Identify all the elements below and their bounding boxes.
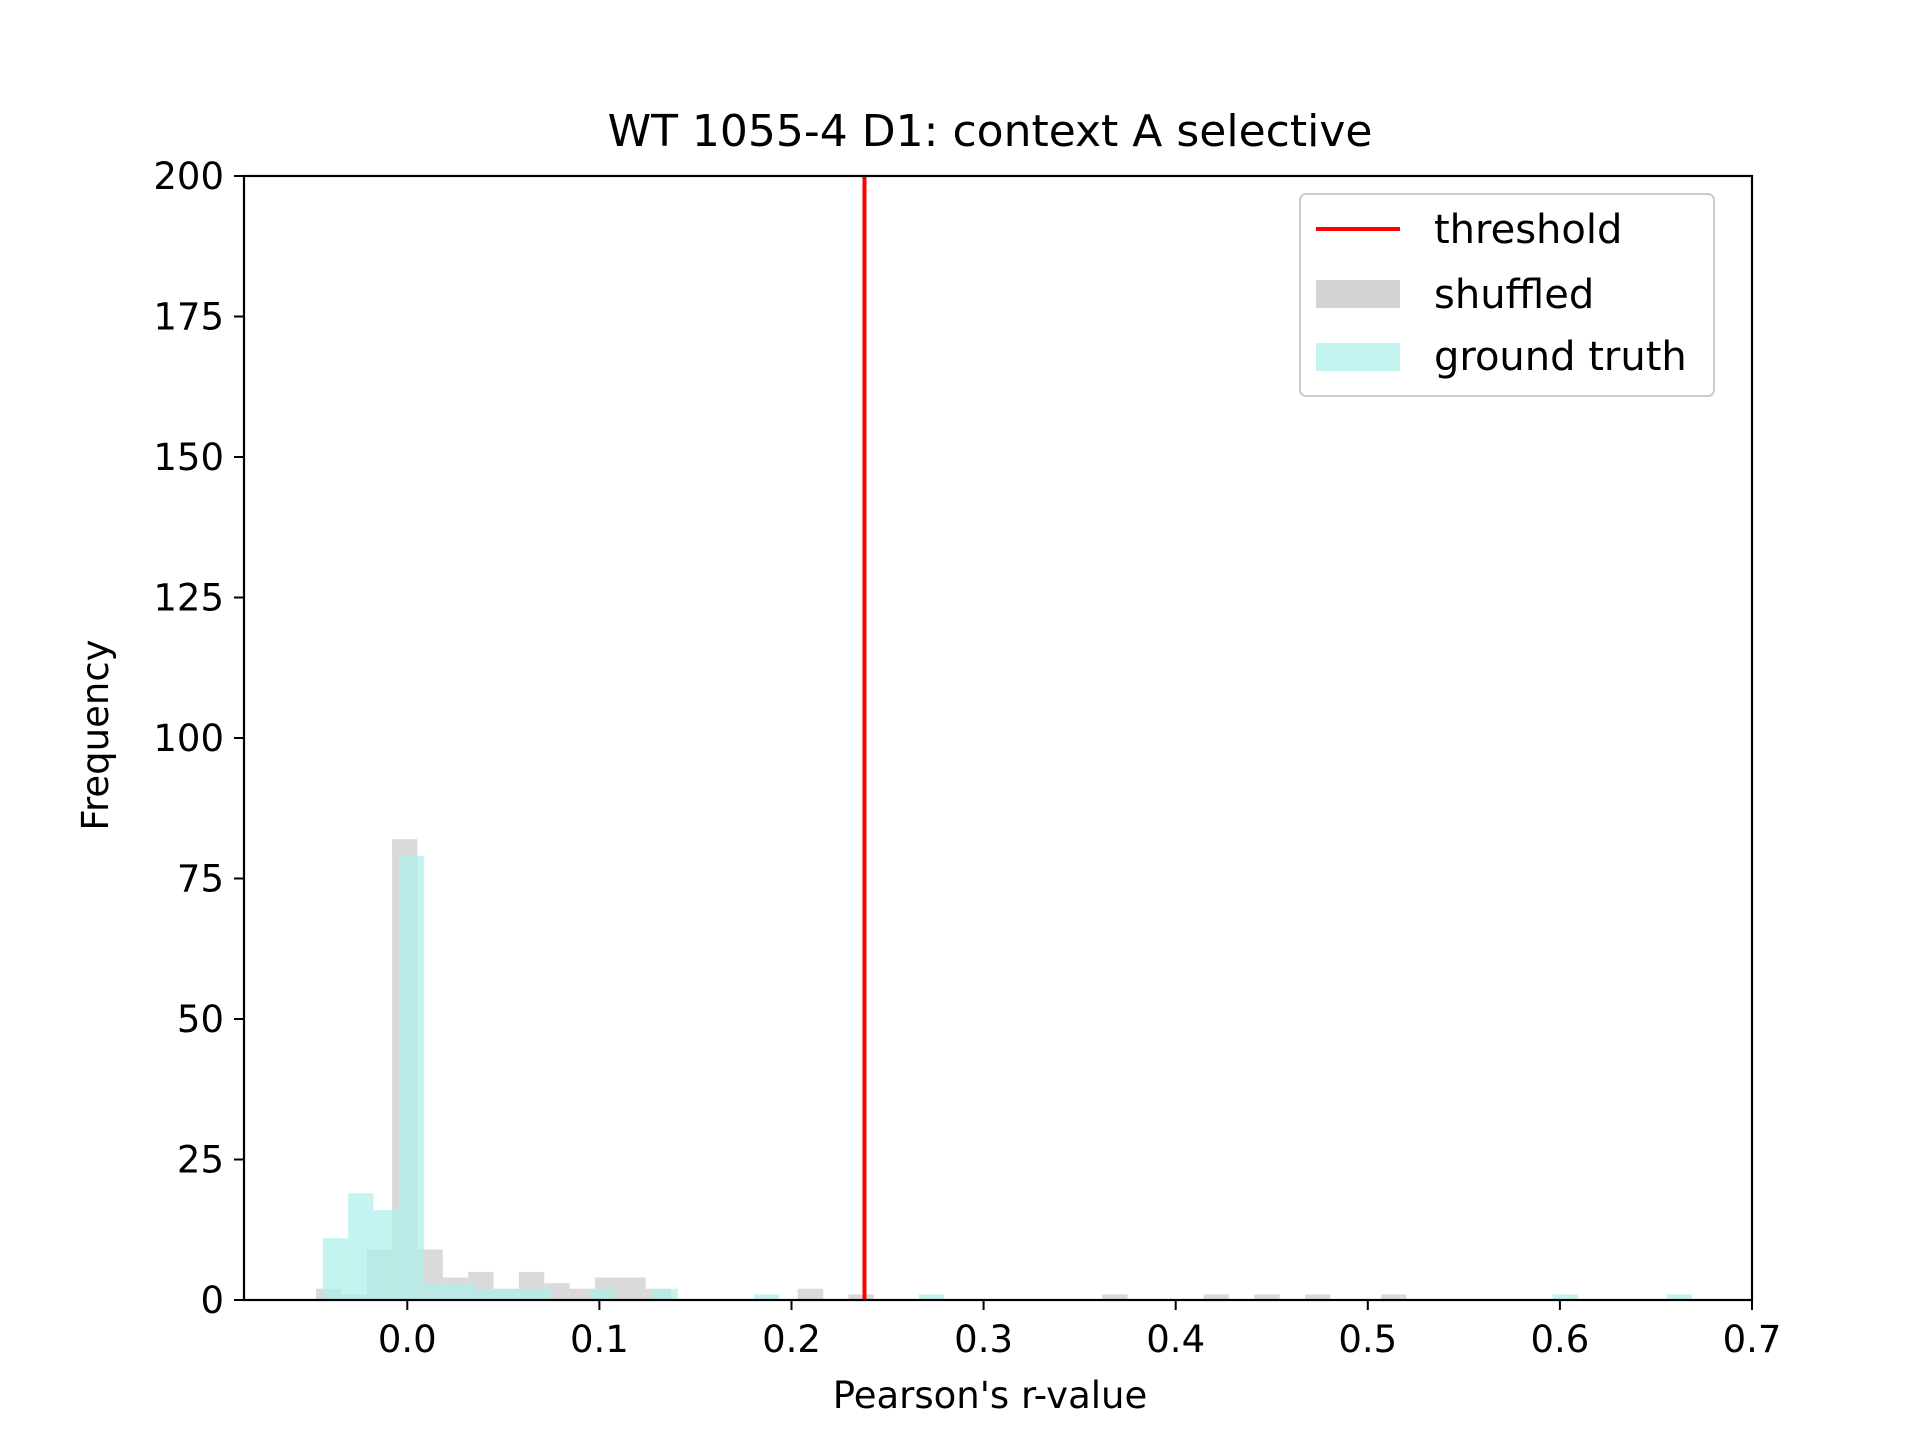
ground-truth-bar-2 <box>373 1210 399 1300</box>
ground-truth-bar-6 <box>474 1288 501 1300</box>
ground-truth-bar-3 <box>398 856 425 1300</box>
legend: threshold shuffled ground truth <box>1299 193 1715 397</box>
y-tick-label-7: 175 <box>153 296 224 339</box>
shuffled-bar-14 <box>797 1288 824 1300</box>
y-axis-label: Frequency <box>74 639 117 830</box>
shuffled-bar-18 <box>1254 1294 1280 1300</box>
ground-truth-bar-14 <box>1666 1294 1693 1300</box>
x-tick-label-7: 0.7 <box>1723 1318 1782 1361</box>
y-tick-label-3: 75 <box>177 858 224 901</box>
ground-truth-bar-1 <box>348 1193 374 1300</box>
ground-truth-bar-13 <box>1552 1294 1578 1300</box>
legend-threshold-label: threshold <box>1434 207 1622 253</box>
shuffled-bar-10 <box>569 1288 595 1300</box>
y-tick-label-8: 200 <box>153 155 224 198</box>
ground-truth-bar-0 <box>322 1238 349 1300</box>
x-tick-label-4: 0.4 <box>1146 1318 1205 1361</box>
x-tick-label-3: 0.3 <box>954 1318 1013 1361</box>
y-tick-label-6: 150 <box>153 436 224 479</box>
legend-shuffled-swatch <box>1316 280 1400 308</box>
legend-ground-truth-label: ground truth <box>1434 334 1687 380</box>
y-axis: 0 25 50 75 100 125 150 175 200 <box>153 155 244 1322</box>
y-tick-label-5: 125 <box>153 577 224 620</box>
y-tick-label-4: 100 <box>153 717 224 760</box>
legend-ground-truth-swatch <box>1316 343 1400 371</box>
ground-truth-bar-9 <box>589 1288 615 1300</box>
ground-truth-bar-12 <box>918 1294 945 1300</box>
x-tick-label-2: 0.2 <box>762 1318 821 1361</box>
ground-truth-bar-4 <box>424 1283 450 1300</box>
x-tick-label-6: 0.6 <box>1530 1318 1589 1361</box>
ground-truth-bar-7 <box>500 1288 526 1300</box>
y-tick-label-2: 50 <box>177 998 224 1041</box>
ground-truth-bar-11 <box>753 1294 780 1300</box>
shuffled-bar-20 <box>1381 1294 1407 1300</box>
ground-truth-bar-10 <box>652 1288 678 1300</box>
legend-shuffled-label: shuffled <box>1434 272 1594 318</box>
shuffled-bar-12 <box>620 1277 646 1300</box>
shuffled-bar-19 <box>1304 1294 1331 1300</box>
x-tick-label-0: 0.0 <box>378 1318 437 1361</box>
y-tick-label-0: 0 <box>200 1279 224 1322</box>
x-axis-label: Pearson's r-value <box>833 1374 1147 1417</box>
x-tick-label-1: 0.1 <box>570 1318 629 1361</box>
plot-area <box>316 176 1693 1300</box>
shuffled-bar-15 <box>848 1294 874 1300</box>
x-tick-label-5: 0.5 <box>1338 1318 1397 1361</box>
shuffled-bar-17 <box>1203 1294 1229 1300</box>
legend-box <box>1299 193 1715 397</box>
x-axis: 0.0 0.1 0.2 0.3 0.4 0.5 0.6 0.7 <box>378 1300 1782 1361</box>
y-tick-label-1: 25 <box>177 1139 224 1182</box>
ground-truth-bar-5 <box>449 1283 475 1300</box>
chart-title: WT 1055-4 D1: context A selective <box>608 106 1373 157</box>
shuffled-bar-16 <box>1102 1294 1128 1300</box>
ground-truth-bars <box>322 856 1693 1300</box>
ground-truth-bar-8 <box>525 1288 551 1300</box>
